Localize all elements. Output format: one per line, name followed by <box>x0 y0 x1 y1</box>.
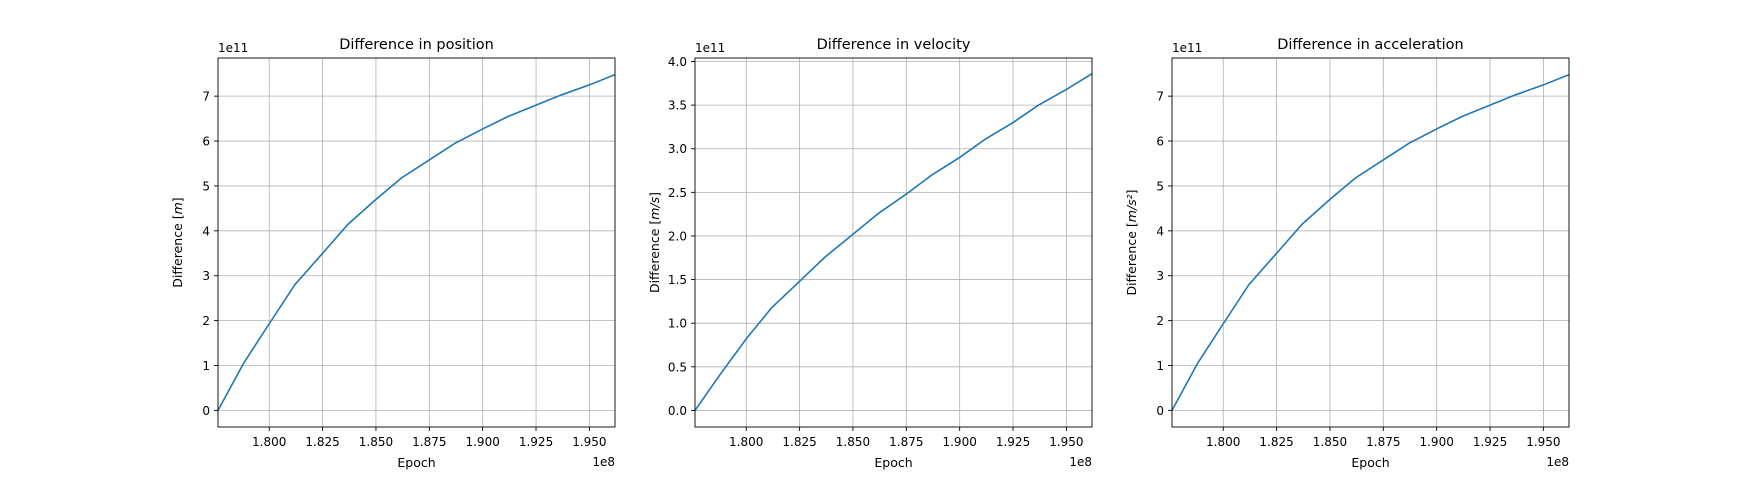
y-tick-label: 3.5 <box>668 99 687 113</box>
x-tick-label: 1.800 <box>1206 435 1240 449</box>
y-tick-label: 3 <box>202 269 210 283</box>
x-tick-label: 1.950 <box>1526 435 1560 449</box>
x-tick-label: 1.800 <box>729 435 763 449</box>
y-tick-label: 6 <box>202 135 210 149</box>
y-offset-label: 1e11 <box>695 41 725 55</box>
y-tick-label: 2.5 <box>668 186 687 200</box>
y-axis-label: Difference [m] <box>170 197 185 287</box>
series-line <box>694 73 1093 411</box>
y-tick-label: 7 <box>202 90 210 104</box>
x-tick-label: 1.875 <box>1366 435 1400 449</box>
y-tick-label: 6 <box>1156 135 1164 149</box>
series-line <box>1171 73 1570 411</box>
plot-frame <box>1171 57 1570 428</box>
y-tick-label: 5 <box>1156 179 1164 193</box>
chart-title: Difference in acceleration <box>1277 37 1464 53</box>
y-tick-label: 3 <box>1156 269 1164 283</box>
chart-panel-3: 1.800 1.825 1.850 1.875 1.900 1.925 1.950 0 1 2 3 4… <box>1124 37 1570 470</box>
y-tick-label: 4.0 <box>668 55 687 69</box>
plot-frame <box>694 57 1093 428</box>
y-tick-label: 3.0 <box>668 142 687 156</box>
x-tick-label: 1.800 <box>252 435 286 449</box>
y-tick-label: 1.5 <box>668 273 687 287</box>
chart-panel-2: 1.800 1.825 1.850 1.875 1.900 1.925 1.950 0.0 0.… <box>647 37 1093 470</box>
y-tick-label: 1 <box>202 359 210 373</box>
x-tick-label: 1.875 <box>889 435 923 449</box>
y-tick-label: 2 <box>202 314 210 328</box>
x-axis-label: Epoch <box>1351 455 1389 470</box>
y-tick-label: 7 <box>1156 90 1164 104</box>
x-tick-label: 1.900 <box>1419 435 1453 449</box>
x-tick-label: 1.900 <box>942 435 976 449</box>
x-tick-label: 1.825 <box>305 435 339 449</box>
y-tick-label: 1.0 <box>668 317 687 331</box>
y-tick-label: 0 <box>202 404 210 418</box>
x-tick-label: 1.925 <box>519 435 553 449</box>
y-tick-label: 0 <box>1156 404 1164 418</box>
x-offset-label: 1e8 <box>1069 455 1092 469</box>
x-tick-label: 1.825 <box>782 435 816 449</box>
x-offset-label: 1e8 <box>1546 455 1569 469</box>
y-tick-label: 2.0 <box>668 229 687 243</box>
y-tick-label: 0.0 <box>668 404 687 418</box>
y-offset-label: 1e11 <box>218 41 248 55</box>
y-axis-label: Difference [m/s²] <box>1124 189 1139 295</box>
y-tick-label: 4 <box>1156 224 1164 238</box>
plot-frame <box>217 57 616 428</box>
x-tick-label: 1.900 <box>465 435 499 449</box>
x-offset-label: 1e8 <box>592 455 615 469</box>
y-tick-label: 4 <box>202 224 210 238</box>
y-tick-label: 5 <box>202 179 210 193</box>
chart-panel-1: 1.800 1.825 1.850 1.875 1.900 1.925 1.950 0 1 2 3 4… <box>170 37 616 470</box>
x-tick-label: 1.850 <box>836 435 870 449</box>
x-tick-label: 1.850 <box>359 435 393 449</box>
x-tick-label: 1.925 <box>1473 435 1507 449</box>
x-tick-label: 1.925 <box>996 435 1030 449</box>
x-tick-label: 1.950 <box>572 435 606 449</box>
x-tick-label: 1.950 <box>1049 435 1083 449</box>
y-tick-label: 1 <box>1156 359 1164 373</box>
y-offset-label: 1e11 <box>1172 41 1202 55</box>
x-axis-label: Epoch <box>397 455 435 470</box>
y-tick-label: 0.5 <box>668 360 687 374</box>
y-tick-label: 2 <box>1156 314 1164 328</box>
chart-title: Difference in velocity <box>817 37 971 53</box>
y-axis-label: Difference [m/s] <box>647 192 662 293</box>
series-line <box>217 73 616 411</box>
chart-title: Difference in position <box>339 37 494 53</box>
x-tick-label: 1.850 <box>1313 435 1347 449</box>
x-tick-label: 1.875 <box>412 435 446 449</box>
x-axis-label: Epoch <box>874 455 912 470</box>
x-tick-label: 1.825 <box>1259 435 1293 449</box>
